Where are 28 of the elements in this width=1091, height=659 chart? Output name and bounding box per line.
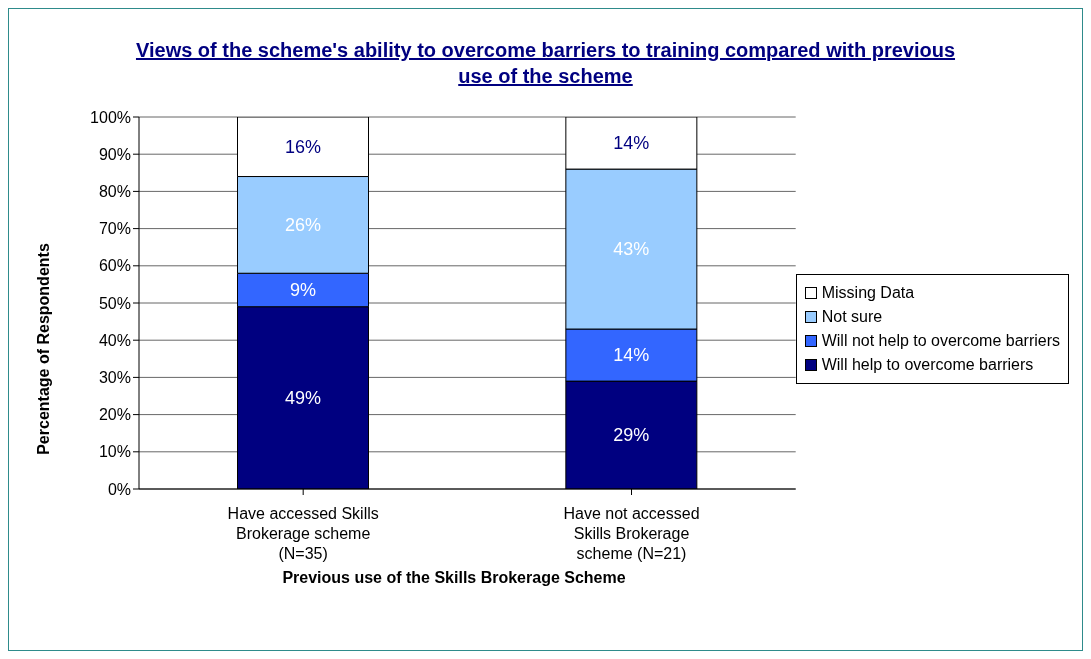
data-label: 26% bbox=[284, 215, 322, 236]
data-label: 14% bbox=[613, 133, 650, 154]
y-tick-label: 40% bbox=[98, 331, 131, 349]
y-tick-label: 90% bbox=[98, 145, 131, 163]
data-label: 16% bbox=[284, 137, 322, 158]
y-tick-label: 60% bbox=[98, 257, 131, 275]
y-tick-label: 50% bbox=[98, 294, 131, 312]
legend-label: Missing Data bbox=[821, 284, 915, 302]
legend-label: Not sure bbox=[821, 308, 883, 326]
y-tick-label: 100% bbox=[90, 108, 131, 126]
y-tick-label: 80% bbox=[98, 183, 131, 201]
x-tick-label: Have accessed Skills Brokerage scheme (N=35) bbox=[227, 505, 379, 562]
data-label: 43% bbox=[613, 239, 650, 260]
y-tick-label: 20% bbox=[98, 406, 131, 424]
data-label: 29% bbox=[613, 425, 650, 446]
data-label: 9% bbox=[290, 280, 317, 301]
data-label: 14% bbox=[613, 345, 650, 366]
y-axis-title: Percentage of Respondents bbox=[35, 243, 53, 455]
x-axis-title: Previous use of the Skills Brokerage Scheme bbox=[281, 569, 627, 587]
y-tick-label: 30% bbox=[98, 369, 131, 387]
data-label: 49% bbox=[284, 388, 322, 409]
x-tick-label: Have not accessed Skills Brokerage scheme (N=21) bbox=[563, 505, 700, 562]
y-tick-label: 10% bbox=[98, 443, 131, 461]
chart-title: Views of the scheme's ability to overcome barriers to training compared with previous use of the scheme bbox=[135, 38, 956, 89]
legend-label: Will help to overcome barriers bbox=[821, 356, 1034, 374]
y-tick-label: 0% bbox=[107, 480, 131, 498]
y-tick-label: 70% bbox=[98, 220, 131, 238]
legend-label: Will not help to overcome barriers bbox=[821, 332, 1060, 350]
